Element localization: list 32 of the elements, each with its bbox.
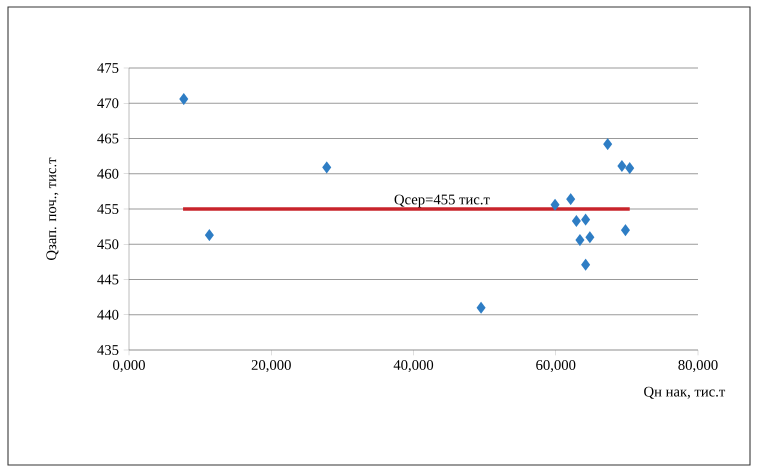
x-tick-label: 40,000: [394, 360, 434, 372]
point: [476, 302, 486, 314]
x-tick-label: 0,000: [113, 360, 145, 372]
y-tick-label: 445: [97, 274, 118, 284]
x-tick-label: 60,000: [536, 360, 576, 372]
y-axis-title: Qзап. поч., тис.т: [46, 158, 58, 260]
y-tick-label: 475: [97, 63, 118, 73]
x-tick-label: 20,000: [252, 360, 291, 372]
y-tick-label: 460: [97, 168, 118, 179]
point: [550, 198, 560, 211]
point: [204, 229, 214, 241]
point: [585, 231, 594, 244]
y-tick-label: 440: [97, 310, 118, 320]
x-tick-label: 80,000: [678, 360, 718, 372]
y-tick-label: 435: [97, 345, 118, 355]
point: [572, 215, 581, 227]
y-tick-label: 450: [97, 239, 118, 250]
point: [617, 160, 626, 172]
point: [322, 162, 332, 174]
point: [603, 138, 612, 150]
y-tick-label: 455: [97, 204, 118, 214]
point: [575, 234, 584, 246]
y-tick-label: 470: [97, 98, 118, 108]
x-axis-title: Qн нак, тис.т: [644, 386, 726, 399]
y-tick-label: 465: [97, 134, 118, 144]
point: [566, 193, 576, 205]
point: [179, 93, 188, 105]
point: [581, 214, 590, 226]
annotation: Qсер=455 тис.т: [394, 194, 490, 208]
point: [620, 224, 630, 236]
point: [581, 258, 590, 271]
point: [625, 162, 634, 174]
